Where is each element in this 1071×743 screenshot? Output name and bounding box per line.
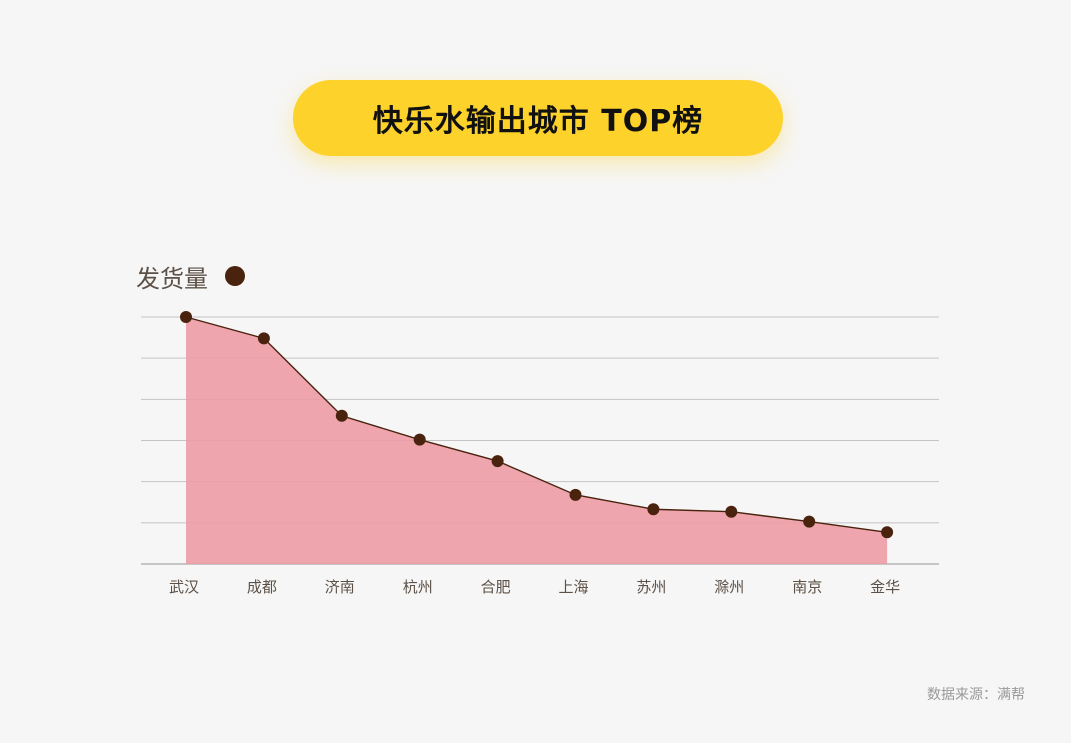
data-point-8 — [725, 505, 738, 518]
legend: 发货量 — [136, 258, 245, 294]
x-tick-label: 杭州 — [403, 578, 433, 596]
series-area — [186, 317, 888, 564]
series-line — [185, 316, 888, 533]
data-point-7 — [647, 503, 660, 516]
data-point-9 — [803, 515, 816, 528]
chart-title: 快乐水输出城市 TOP榜 — [372, 104, 704, 139]
data-point-3 — [335, 409, 348, 422]
data-source: 数据来源：满帮 — [927, 687, 1025, 703]
x-tick-label: 合肥 — [481, 578, 511, 596]
x-tick-label: 滁州 — [714, 578, 744, 596]
legend-marker — [225, 266, 245, 286]
x-tick-label: 济南 — [325, 578, 355, 596]
data-point-5 — [491, 455, 504, 468]
x-tick-label: 金华 — [870, 578, 900, 596]
data-point-2 — [257, 332, 270, 345]
data-point-1 — [180, 311, 192, 323]
x-tick-label: 南京 — [792, 578, 822, 596]
data-point-6 — [569, 488, 582, 501]
x-tick-label: 成都 — [247, 578, 277, 596]
title-banner: 快乐水输出城市 TOP榜 — [293, 80, 783, 156]
legend-label: 发货量 — [136, 264, 208, 293]
x-tick-label: 上海 — [558, 578, 588, 596]
data-point-4 — [413, 433, 426, 446]
data-point-10 — [881, 526, 894, 539]
x-tick-label: 武汉 — [169, 578, 199, 596]
x-tick-label: 苏州 — [636, 578, 666, 596]
